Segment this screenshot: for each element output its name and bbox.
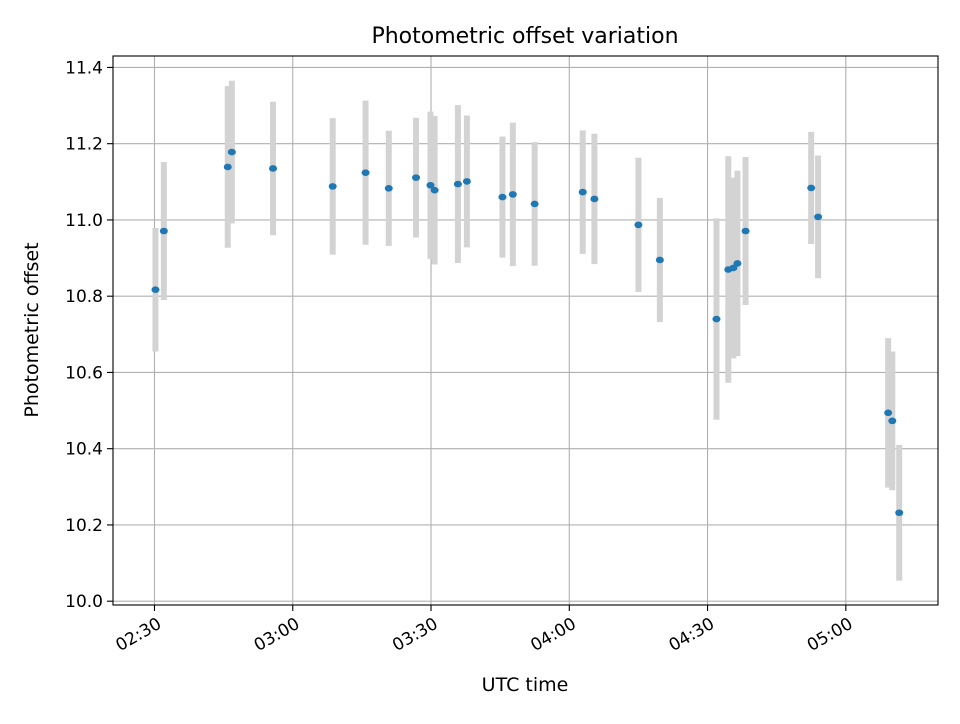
- data-point: [159, 227, 168, 235]
- data-point: [508, 191, 517, 198]
- data-point: [712, 315, 721, 323]
- y-tick-label: 11.4: [65, 58, 103, 78]
- data-point: [655, 256, 664, 264]
- data-point: [884, 409, 893, 417]
- data-point: [895, 509, 904, 517]
- plot-frame: [112, 55, 939, 606]
- data-point: [328, 183, 337, 190]
- y-tick-label: 10.4: [65, 440, 103, 460]
- y-tick-label: 10.2: [65, 516, 103, 536]
- data-point: [223, 163, 232, 171]
- data-point: [269, 165, 278, 172]
- data-point: [888, 417, 897, 425]
- y-tick-label: 11.2: [65, 135, 103, 155]
- y-tick-label: 10.8: [65, 287, 103, 307]
- data-point: [384, 184, 393, 192]
- data-point: [498, 193, 507, 201]
- data-point: [729, 264, 738, 272]
- data-point: [361, 169, 370, 176]
- chart-title: Photometric offset variation: [371, 24, 678, 49]
- data-point: [741, 227, 750, 235]
- y-axis-label: Photometric offset: [21, 242, 43, 417]
- data-point: [462, 178, 471, 185]
- data-point: [590, 195, 599, 203]
- data-point: [412, 174, 421, 181]
- data-point: [453, 180, 462, 188]
- y-tick-label: 10.6: [65, 363, 103, 383]
- data-point: [530, 200, 539, 208]
- y-tick-label: 10.0: [65, 592, 103, 612]
- point-layer: [151, 148, 904, 517]
- data-point: [426, 181, 435, 189]
- data-point: [814, 213, 823, 221]
- data-point: [430, 186, 439, 194]
- data-point: [634, 221, 643, 229]
- x-axis-label: UTC time: [482, 674, 569, 696]
- y-axis: 10.0 10.2 10.4 10.6 10.8 11.0 11.2 11.4: [65, 58, 113, 612]
- plot-area: [113, 56, 938, 605]
- data-point: [151, 286, 160, 294]
- y-tick-label: 11.0: [65, 211, 103, 231]
- data-point: [578, 188, 587, 196]
- data-point: [733, 260, 742, 267]
- data-point: [807, 184, 816, 192]
- data-point: [227, 148, 236, 156]
